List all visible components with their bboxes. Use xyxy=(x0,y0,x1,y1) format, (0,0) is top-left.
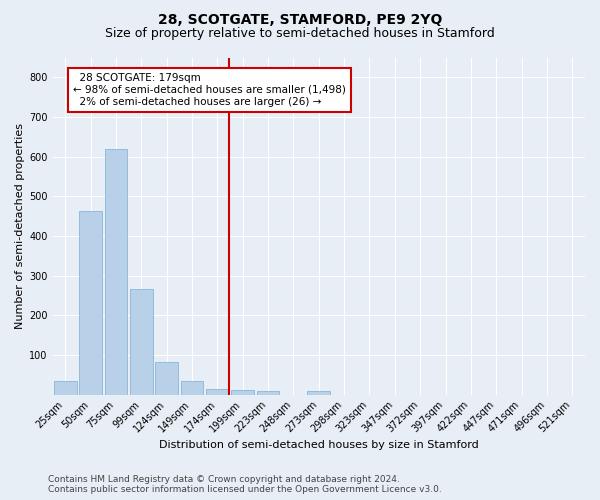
Bar xyxy=(130,289,152,395)
Text: Contains HM Land Registry data © Crown copyright and database right 2024.
Contai: Contains HM Land Registry data © Crown c… xyxy=(48,474,442,494)
Bar xyxy=(257,390,280,394)
Text: Size of property relative to semi-detached houses in Stamford: Size of property relative to semi-detach… xyxy=(105,28,495,40)
Bar xyxy=(231,390,254,394)
Y-axis label: Number of semi-detached properties: Number of semi-detached properties xyxy=(15,123,25,329)
Bar xyxy=(79,212,102,394)
Text: 28, SCOTGATE, STAMFORD, PE9 2YQ: 28, SCOTGATE, STAMFORD, PE9 2YQ xyxy=(158,12,442,26)
Bar xyxy=(54,381,77,394)
X-axis label: Distribution of semi-detached houses by size in Stamford: Distribution of semi-detached houses by … xyxy=(159,440,479,450)
Bar xyxy=(307,392,330,394)
Text: 28 SCOTGATE: 179sqm
← 98% of semi-detached houses are smaller (1,498)
  2% of se: 28 SCOTGATE: 179sqm ← 98% of semi-detach… xyxy=(73,74,346,106)
Bar xyxy=(155,362,178,394)
Bar xyxy=(181,381,203,394)
Bar xyxy=(206,389,229,394)
Bar xyxy=(104,148,127,394)
